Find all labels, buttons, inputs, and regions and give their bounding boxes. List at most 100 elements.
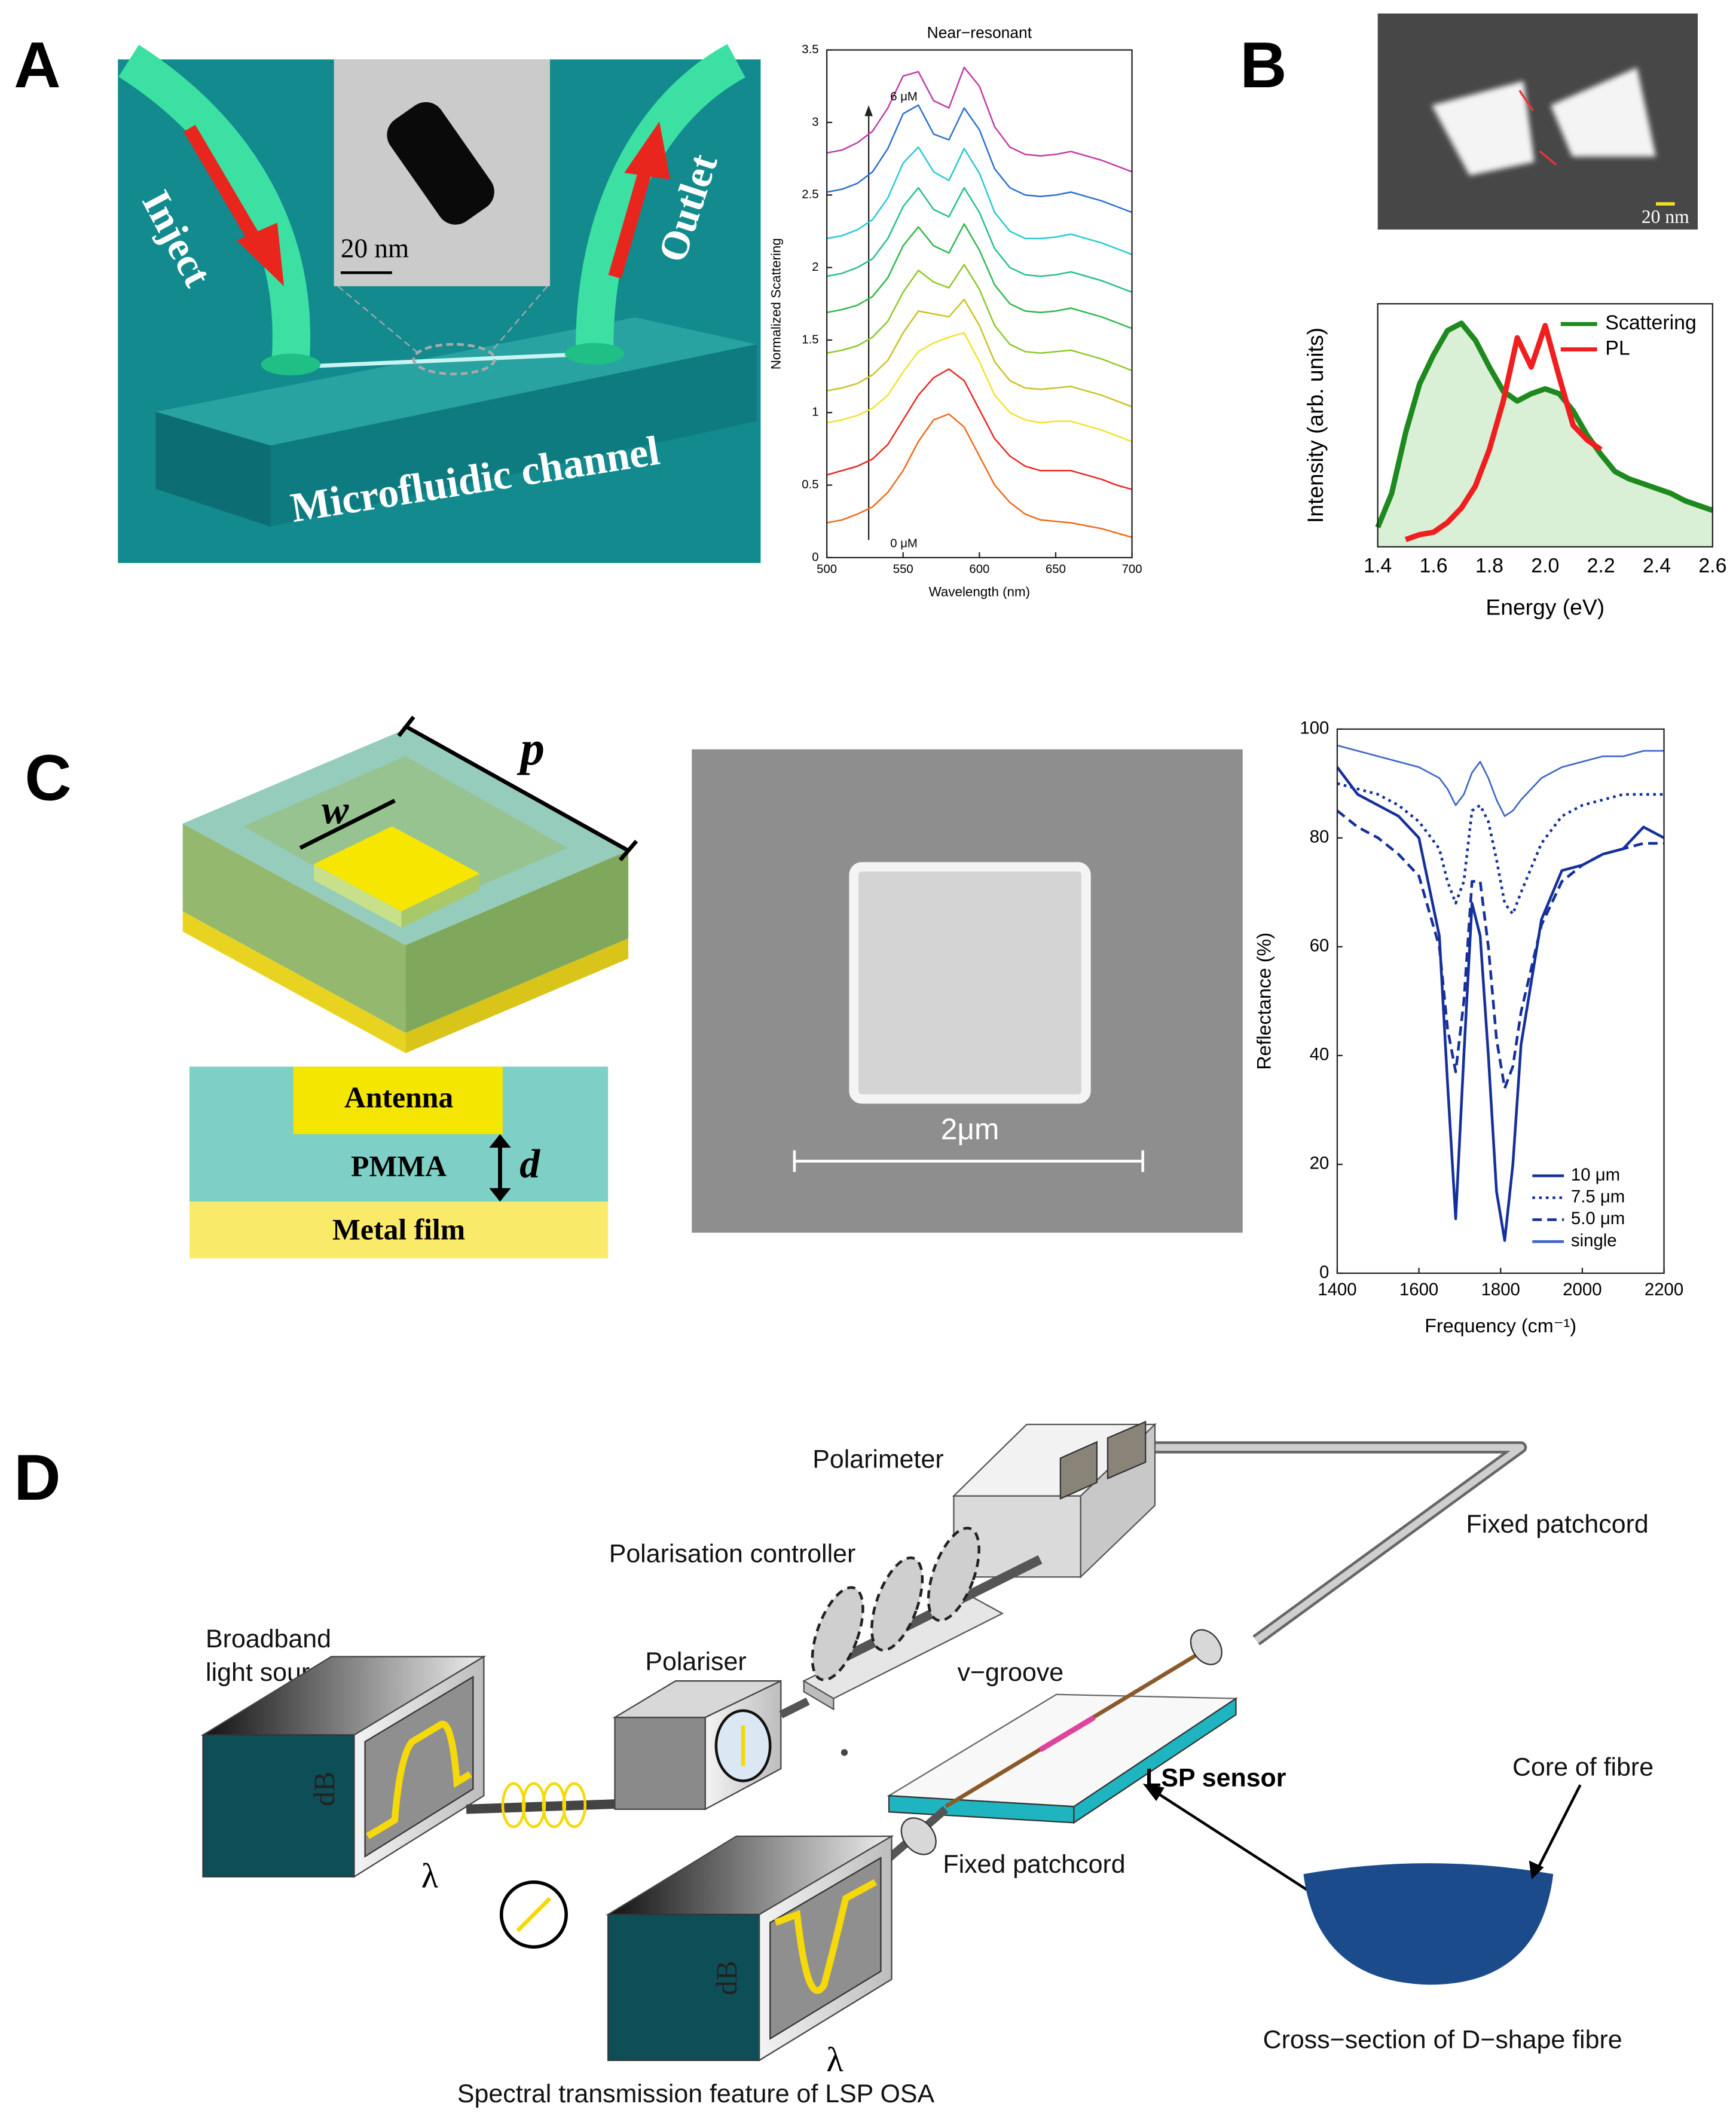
scale-bar-label: 20 nm — [341, 233, 409, 263]
paddle — [811, 1586, 864, 1681]
polarimeter-window — [1059, 1441, 1098, 1500]
series-line — [1375, 320, 1714, 528]
antenna-block — [293, 1066, 503, 1135]
thickness-label: d — [519, 1141, 540, 1186]
width-label: w — [322, 788, 349, 833]
polarimeter-window — [1107, 1420, 1147, 1480]
gap-arrow — [1539, 150, 1557, 166]
x-tick-label: 550 — [893, 563, 913, 576]
polarisation-coil — [562, 1782, 587, 1828]
x-tick-label: 2.2 — [1587, 555, 1615, 577]
panel-label: D — [14, 1441, 60, 1513]
metal-side — [182, 911, 406, 1053]
nanorod — [387, 102, 494, 225]
legend-label: 5.0 μm — [1571, 1209, 1625, 1228]
chip-side — [155, 411, 271, 527]
fibre — [779, 1698, 810, 1718]
period-bar-end — [397, 715, 415, 738]
metal-layer — [189, 1201, 609, 1259]
flow-arrow-head — [237, 222, 285, 286]
series-area — [1377, 323, 1713, 547]
legend-label: 10 μm — [1571, 1165, 1620, 1185]
source-label: Broadband — [206, 1625, 331, 1653]
y-axis-label: Normalized Scattering — [768, 238, 783, 369]
y-tick-label: 0 — [812, 551, 818, 564]
polariser-front — [614, 1717, 706, 1810]
x-tick-label: 700 — [1122, 563, 1142, 576]
pointer — [1536, 1784, 1582, 1871]
connector — [1190, 1629, 1222, 1665]
channel — [286, 351, 595, 369]
core-label: Core of fibre — [1512, 1753, 1654, 1781]
x-tick-label: 1.6 — [1420, 555, 1448, 577]
zoom-ring — [412, 343, 496, 375]
sem-image — [1377, 13, 1698, 230]
x-tick-label: 1800 — [1481, 1280, 1520, 1299]
plot-frame — [1336, 728, 1665, 1274]
cross-section-label: Cross−section of D−shape fibre — [1263, 2026, 1622, 2054]
v-groove-side — [803, 1680, 835, 1711]
sensing-region — [1038, 1715, 1096, 1753]
period-bar-end — [618, 840, 638, 862]
source-x-label: λ — [421, 1857, 439, 1895]
concentration-arrow-head — [864, 105, 873, 117]
gap-arrow — [1518, 90, 1534, 112]
zoom-line — [337, 285, 420, 354]
pointer-head — [1142, 1783, 1165, 1802]
x-tick-label: 1600 — [1399, 1280, 1438, 1299]
panel-label: A — [14, 29, 60, 101]
chip-front — [270, 344, 757, 527]
y-tick-label: 0.5 — [802, 478, 818, 491]
polarisation-vector — [516, 1897, 552, 1932]
source-spectrum — [366, 1720, 472, 1839]
series-line — [1336, 809, 1664, 1090]
bowtie-right — [1550, 67, 1656, 157]
x-tick-label: 650 — [1046, 563, 1066, 576]
series-line — [826, 332, 1133, 442]
series-line — [826, 264, 1133, 372]
osa-y-label: dB — [710, 1961, 743, 1995]
antenna-top — [313, 826, 480, 912]
y-tick-label: 2.5 — [802, 188, 818, 201]
period-bar — [404, 724, 629, 852]
inlet-tube — [118, 44, 311, 359]
antenna-side — [313, 864, 402, 928]
y-tick-label: 3.5 — [802, 43, 818, 56]
metal-side — [405, 938, 629, 1053]
x-tick-label: 2.0 — [1531, 555, 1559, 577]
y-tick-label: 100 — [1300, 718, 1329, 738]
osa-x-label: λ — [826, 2040, 843, 2079]
patchcord — [1154, 1444, 1524, 1643]
osa-spectrum — [774, 1879, 878, 1994]
legend-label: PL — [1605, 337, 1630, 359]
y-tick-label: 1.5 — [802, 333, 818, 346]
spacer-side — [405, 851, 629, 1033]
period-label: p — [516, 721, 545, 775]
y-tick-label: 20 — [1310, 1154, 1329, 1173]
legend-label: Scattering — [1605, 311, 1697, 334]
osa-front — [607, 1913, 760, 2062]
x-axis-label: Wavelength (nm) — [929, 585, 1030, 600]
y-axis-label: Reflectance (%) — [1254, 932, 1275, 1070]
y-tick-label: 0 — [1319, 1262, 1329, 1282]
bowtie-left — [1432, 81, 1535, 176]
x-tick-label: 600 — [969, 563, 989, 576]
fibre-cross-section — [1303, 1863, 1554, 1985]
y-tick-label: 3 — [812, 115, 818, 129]
series-line — [826, 413, 1132, 539]
series-line — [1337, 744, 1664, 817]
antenna-side — [401, 873, 480, 928]
spacer-label: PMMA — [351, 1150, 447, 1183]
series-line — [826, 66, 1133, 173]
width-bar — [299, 799, 396, 850]
marker-dot — [841, 1749, 848, 1756]
series-line — [1337, 782, 1664, 916]
zoom-line — [488, 286, 548, 354]
x-tick-label: 2200 — [1645, 1280, 1683, 1299]
y-tick-label: 1 — [812, 406, 818, 419]
controller-label: Polarisation controller — [609, 1539, 856, 1568]
x-axis-label: Energy (eV) — [1486, 595, 1604, 620]
polarimeter-label: Polarimeter — [812, 1445, 943, 1473]
